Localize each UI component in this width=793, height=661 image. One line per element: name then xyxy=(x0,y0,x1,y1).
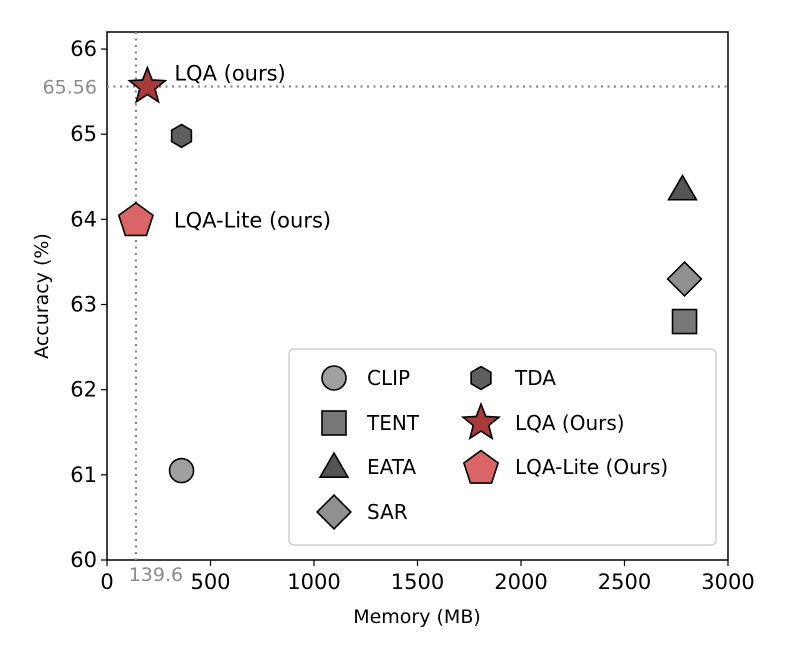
reference-lines: 139.6 65.56 xyxy=(43,32,728,586)
x-tick-label: 2000 xyxy=(494,570,547,594)
point-eata xyxy=(667,173,698,201)
y-tick-label: 63 xyxy=(70,293,97,317)
point-sar xyxy=(666,260,703,298)
legend-label-clip: CLIP xyxy=(367,366,410,390)
axis-ticks: 0 500 1000 1500 2000 2500 3000 60 61 62 63 64 65 66 xyxy=(70,37,754,594)
point-clip xyxy=(168,457,195,484)
x-tick-label: 1500 xyxy=(391,570,444,594)
legend-marker-lqa-lite-ours xyxy=(462,449,500,484)
y-tick-label: 61 xyxy=(70,463,97,487)
point-tent xyxy=(671,308,698,335)
data-points xyxy=(117,65,703,484)
point-lqa-ours xyxy=(127,65,168,104)
legend-label-eata: EATA xyxy=(367,455,416,479)
y-tick-label: 62 xyxy=(70,378,97,402)
legend-label-lqa-ours: LQA (Ours) xyxy=(515,411,625,435)
y-tick-label: 64 xyxy=(70,207,97,231)
y-tick-label: 66 xyxy=(70,37,97,61)
y-tick-label: 60 xyxy=(70,548,97,572)
y-axis-title: Accuracy (%) xyxy=(31,233,53,359)
legend-marker-tent xyxy=(321,410,347,436)
x-tick-label: 0 xyxy=(100,570,113,594)
annotation-lqa-ours: LQA (ours) xyxy=(174,62,285,86)
legend-label-lqa-lite-ours: LQA-Lite (Ours) xyxy=(515,455,668,479)
x-tick-label: 1000 xyxy=(287,570,340,594)
legend-marker-eata xyxy=(318,451,350,478)
y-tick-label: 65 xyxy=(70,122,97,146)
legend-label-tda: TDA xyxy=(514,366,556,390)
annotations: LQA (ours) LQA-Lite (ours) xyxy=(174,62,331,233)
legend-label-sar: SAR xyxy=(367,500,408,524)
ref-y-label: 65.56 xyxy=(43,77,97,99)
legend-marker-lqa-ours xyxy=(460,401,502,441)
x-tick-label: 500 xyxy=(190,570,230,594)
legend-label-tent: TENT xyxy=(366,411,420,435)
x-tick-label: 3000 xyxy=(701,570,754,594)
legend-marker-clip xyxy=(321,365,347,391)
point-tda xyxy=(170,123,193,149)
point-lqa-lite-ours xyxy=(117,201,154,237)
x-tick-label: 2500 xyxy=(598,570,651,594)
legend-marker-tda xyxy=(470,365,492,391)
ref-x-label: 139.6 xyxy=(129,564,183,586)
legend: CLIP TENT EATA SAR TDA LQA (Ours) LQA-Lite (Ou… xyxy=(288,348,717,546)
x-axis-title: Memory (MB) xyxy=(353,606,481,628)
legend-marker-sar xyxy=(315,493,353,531)
legend-box xyxy=(288,348,717,546)
annotation-lqa-lite-ours: LQA-Lite (ours) xyxy=(174,208,331,232)
